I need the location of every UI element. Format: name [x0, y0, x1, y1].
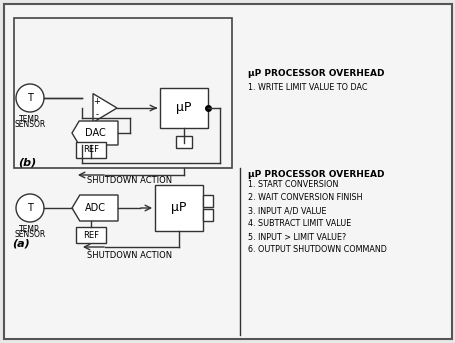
Bar [76, 142, 106, 158]
Text: ADC: ADC [85, 203, 106, 213]
Bar [202, 209, 212, 221]
Text: (a): (a) [12, 238, 30, 248]
Polygon shape [72, 195, 118, 221]
Text: (b): (b) [18, 158, 36, 168]
Text: μP PROCESSOR OVERHEAD: μP PROCESSOR OVERHEAD [248, 69, 384, 78]
Text: SENSOR: SENSOR [15, 230, 46, 239]
Text: 3. INPUT A/D VALUE: 3. INPUT A/D VALUE [248, 206, 326, 215]
Text: 6. OUTPUT SHUTDOWN COMMAND: 6. OUTPUT SHUTDOWN COMMAND [248, 246, 386, 255]
Text: TEMP.: TEMP. [19, 115, 41, 124]
Bar [160, 88, 207, 128]
Text: REF: REF [83, 145, 99, 154]
Text: 4. SUBTRACT LIMIT VALUE: 4. SUBTRACT LIMIT VALUE [248, 220, 350, 228]
Polygon shape [93, 94, 117, 122]
Text: SENSOR: SENSOR [15, 120, 46, 129]
Text: 5. INPUT > LIMIT VALUE?: 5. INPUT > LIMIT VALUE? [248, 233, 345, 241]
Bar [155, 185, 202, 231]
Text: μP PROCESSOR OVERHEAD: μP PROCESSOR OVERHEAD [248, 170, 384, 179]
FancyBboxPatch shape [4, 4, 451, 339]
Polygon shape [72, 121, 118, 145]
Text: -: - [95, 110, 98, 119]
Text: SHUTDOWN ACTION: SHUTDOWN ACTION [87, 177, 172, 186]
Circle shape [16, 84, 44, 112]
Text: T: T [27, 203, 33, 213]
Text: DAC: DAC [85, 128, 106, 138]
Bar [202, 195, 212, 207]
Text: REF: REF [83, 230, 99, 239]
Text: μP: μP [171, 201, 186, 214]
Text: +: + [93, 97, 100, 106]
Bar [76, 227, 106, 243]
Text: T: T [27, 93, 33, 103]
Text: 1. WRITE LIMIT VALUE TO DAC: 1. WRITE LIMIT VALUE TO DAC [248, 83, 367, 93]
Bar [176, 136, 192, 148]
Text: μP: μP [176, 102, 191, 115]
Bar [14, 18, 232, 168]
Text: 2. WAIT CONVERSION FINISH: 2. WAIT CONVERSION FINISH [248, 193, 362, 202]
Text: TEMP.: TEMP. [19, 225, 41, 234]
Circle shape [16, 194, 44, 222]
Text: 1. START CONVERSION: 1. START CONVERSION [248, 180, 338, 189]
Text: SHUTDOWN ACTION: SHUTDOWN ACTION [87, 250, 172, 260]
